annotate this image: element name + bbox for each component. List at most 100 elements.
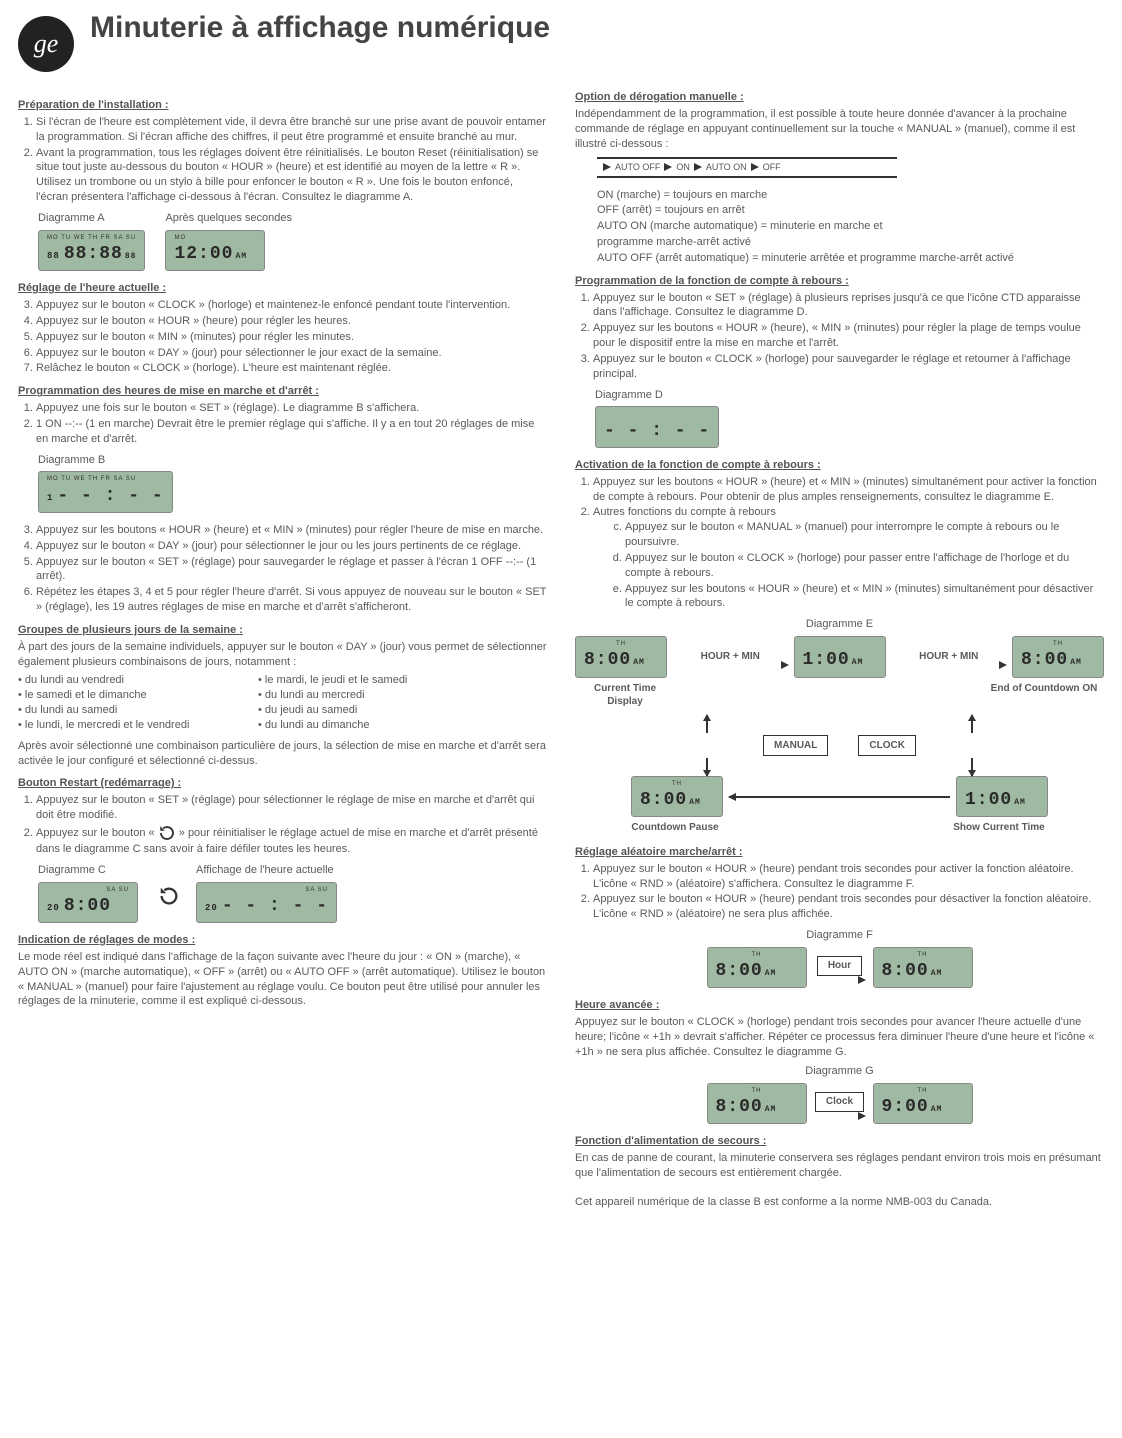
list-item: Appuyez sur le bouton « SET » (réglage) … <box>593 291 1104 321</box>
lcd-time: 1:00AM <box>803 648 877 672</box>
section-heading: Réglage de l'heure actuelle : <box>18 281 547 296</box>
list-item: Répétez les étapes 3, 4 et 5 pour régler… <box>36 585 547 615</box>
diagram-f: TH 8:00AM Hour TH 8:00AM <box>575 947 1104 988</box>
flow-caption: Current Time Display <box>575 682 675 709</box>
flow-caption-row: Countdown Pause Show Current Time <box>575 821 1104 835</box>
lcd-days: SA SU <box>205 886 328 894</box>
list-item: Appuyez sur le bouton « HOUR » (heure) p… <box>36 314 547 329</box>
list-item: Appuyez sur le bouton « CLOCK » (horloge… <box>593 352 1104 382</box>
list-item: du lundi au samedi <box>18 703 248 718</box>
lcd-time: 20 - - : - - <box>205 894 328 918</box>
lcd-suffix: AM <box>765 1105 777 1116</box>
flow-label: HOUR + MIN <box>701 650 760 664</box>
lcd-prefix: 20 <box>205 902 218 914</box>
list-item: Appuyez une fois sur le bouton « SET » (… <box>36 401 547 416</box>
lcd-time: 8:00AM <box>584 648 658 672</box>
text-fragment: Appuyez sur le bouton « <box>36 827 158 839</box>
onoff-list-b: Appuyez sur les boutons « HOUR » (heure)… <box>18 523 547 615</box>
diagram-d-row: Diagramme D - - : - - <box>595 388 1104 448</box>
two-column-layout: Préparation de l'installation : Si l'écr… <box>18 90 1104 1213</box>
lcd-suffix: AM <box>852 658 864 669</box>
flow-top-row: TH 8:00AM HOUR + MIN 1:00AM HOUR + MIN T… <box>575 636 1104 677</box>
override-definitions: ON (marche) = toujours en marche OFF (ar… <box>597 188 1104 266</box>
diagram-a-row: Diagramme A MO TU WE TH FR SA SU 88 88:8… <box>38 211 547 271</box>
lcd-display: MO TU WE TH FR SA SU 88 88:88 88 <box>38 230 145 271</box>
list-item: Appuyez sur le bouton « » pour réinitial… <box>36 824 547 857</box>
lcd-suffix: 88 <box>125 252 137 263</box>
list-item: Appuyez sur les boutons « HOUR » (heure)… <box>593 475 1104 505</box>
definition-line: programme marche-arrêt activé <box>597 235 1104 250</box>
lcd-main: 8:00 <box>64 894 111 918</box>
diagram-label: Diagramme B <box>38 453 173 468</box>
list-item: Appuyez sur le bouton « HOUR » (heure) p… <box>593 862 1104 892</box>
arrow-right-icon <box>751 163 759 171</box>
arrow-right-icon <box>694 163 702 171</box>
diagram-a: Diagramme A MO TU WE TH FR SA SU 88 88:8… <box>38 211 145 271</box>
list-item: Appuyez sur le bouton « DAY » (jour) pou… <box>36 539 547 554</box>
lcd-main: 1:00 <box>803 648 850 672</box>
state-label: AUTO OFF <box>615 161 660 173</box>
restart-icon <box>158 885 176 903</box>
lcd-days: TH <box>716 951 798 959</box>
ctd-act-list: Appuyez sur les boutons « HOUR » (heure)… <box>575 475 1104 612</box>
diagram-label: Diagramme G <box>575 1064 1104 1079</box>
lcd-time: 8:00AM <box>716 1095 798 1119</box>
lcd-suffix: AM <box>931 969 943 980</box>
days-col-b: le mardi, le jeudi et le samedi du lundi… <box>258 673 407 732</box>
list-item: Appuyez sur le bouton « HOUR » (heure) p… <box>593 892 1104 922</box>
list-item: Autres fonctions du compte à rebours App… <box>593 505 1104 611</box>
lcd-main: 8:00 <box>1021 648 1068 672</box>
lcd-main: 8:00 <box>716 1095 763 1119</box>
list-item: Appuyez sur le bouton « CLOCK » (horloge… <box>625 551 1104 581</box>
lcd-suffix: AM <box>689 798 701 809</box>
section-heading: Indication de réglages de modes : <box>18 933 547 948</box>
section-heading: Préparation de l'installation : <box>18 98 547 113</box>
diagram-c-after: Affichage de l'heure actuelle SA SU 20 -… <box>196 863 337 923</box>
diagram-g: TH 8:00AM Clock TH 9:00AM <box>575 1083 1104 1124</box>
lcd-prefix: 88 <box>47 250 60 262</box>
state-label: AUTO ON <box>706 161 747 173</box>
list-item: 1 ON --:-- (1 en marche) Devrait être le… <box>36 417 547 447</box>
lcd-suffix: AM <box>765 969 777 980</box>
lcd-time: 88 88:88 88 <box>47 242 136 266</box>
lcd-display: - - : - - <box>595 406 719 447</box>
days-intro: À part des jours de la semaine individue… <box>18 640 547 670</box>
flow-caption: End of Countdown ON <box>984 682 1104 709</box>
list-item: Relâchez le bouton « CLOCK » (horloge). … <box>36 361 547 376</box>
lcd-days: SA SU <box>47 886 129 894</box>
list-item: du lundi au vendredi <box>18 673 248 688</box>
section-heading: Heure avancée : <box>575 998 1104 1013</box>
section-heading: Option de dérogation manuelle : <box>575 90 1104 105</box>
section-heading: Fonction d'alimentation de secours : <box>575 1134 1104 1149</box>
lcd-display: MO 12:00 AM <box>165 230 265 271</box>
list-item: Appuyez sur le bouton « SET » (réglage) … <box>36 555 547 585</box>
lcd-time: 12:00 AM <box>174 242 256 266</box>
lcd-display: TH 8:00AM <box>575 636 667 677</box>
days-col-a: du lundi au vendredi le samedi et le dim… <box>18 673 248 732</box>
lcd-prefix: 20 <box>47 902 60 914</box>
restart-icon <box>158 824 176 842</box>
lcd-display: 1:00AM <box>956 776 1048 817</box>
lcd-days: MO <box>174 234 256 242</box>
lcd-display: SA SU 20 8:00 <box>38 882 138 923</box>
diagram-label: Diagramme E <box>575 617 1104 632</box>
diagram-label: Diagramme D <box>595 388 719 403</box>
flow-label: HOUR + MIN <box>919 650 978 664</box>
lcd-days <box>803 640 877 648</box>
text-fragment: Autres fonctions du compte à rebours <box>593 506 776 518</box>
list-item: Appuyez sur les boutons « HOUR » (heure)… <box>593 321 1104 351</box>
section-heading: Programmation des heures de mise en marc… <box>18 384 547 399</box>
flow-button-label: Hour <box>817 956 862 976</box>
diagram-label: Diagramme C <box>38 863 138 878</box>
lcd-main: 12:00 <box>174 242 233 266</box>
diagram-label: Diagramme A <box>38 211 145 226</box>
arrow-left-icon <box>729 796 950 798</box>
lcd-days: TH <box>716 1087 798 1095</box>
lcd-time: 8:00AM <box>882 959 964 983</box>
diagram-label: Diagramme F <box>575 928 1104 943</box>
lcd-main: - - : - - <box>57 484 163 508</box>
lcd-main: - - : - - <box>222 894 328 918</box>
flow-button-label: Clock <box>815 1092 864 1112</box>
lcd-time: 8:00AM <box>640 788 714 812</box>
compliance-note: Cet appareil numérique de la classe B es… <box>575 1195 1104 1210</box>
